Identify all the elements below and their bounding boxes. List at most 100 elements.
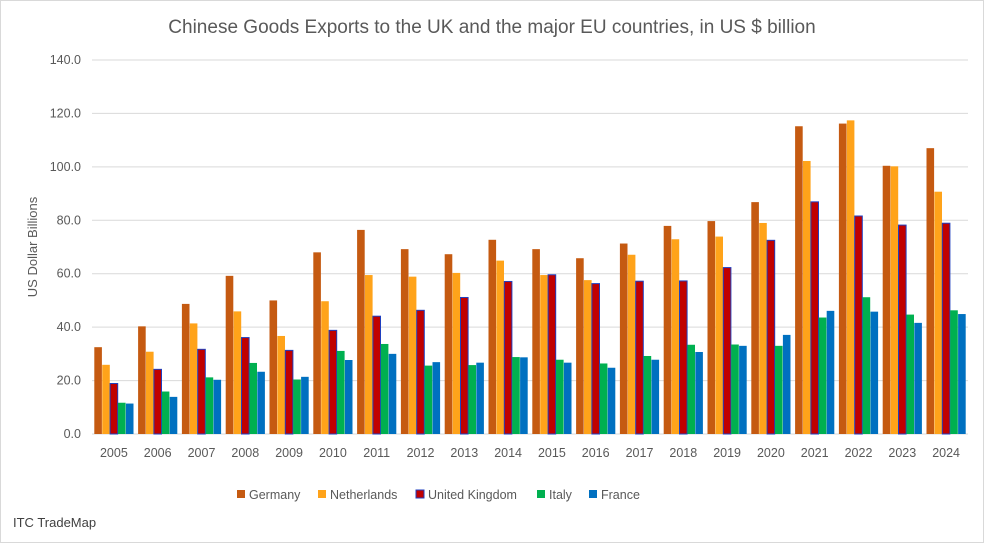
x-tick-label: 2006 [144, 446, 172, 460]
x-tick-label: 2007 [188, 446, 216, 460]
legend-swatch-united-kingdom [415, 489, 425, 499]
bar-italy-2022 [862, 297, 871, 434]
bar-italy-2007 [205, 377, 214, 434]
bar-france-2012 [432, 362, 441, 434]
bar-germany-2020 [751, 202, 759, 434]
bar-france-2013 [476, 362, 484, 434]
bar-italy-2005 [118, 402, 126, 434]
legend-swatch-netherlands [318, 490, 326, 498]
x-tick-label: 2020 [757, 446, 785, 460]
bar-italy-2012 [424, 365, 433, 434]
bar-united-kingdom-2011 [372, 315, 381, 435]
bar-germany-2023 [882, 165, 891, 435]
bar-france-2006 [169, 396, 178, 434]
legend-swatch-france [589, 490, 597, 498]
bar-netherlands-2021 [803, 160, 811, 435]
bar-germany-2016 [576, 258, 584, 434]
bar-united-kingdom-2008 [241, 337, 250, 435]
bar-italy-2009 [293, 379, 301, 434]
bar-france-2019 [739, 345, 747, 434]
bar-united-kingdom-2006 [153, 368, 162, 435]
bar-france-2017 [651, 359, 660, 434]
bar-germany-2012 [400, 249, 409, 434]
x-tick-label: 2022 [845, 446, 873, 460]
bar-united-kingdom-2010 [328, 329, 338, 435]
bar-germany-2013 [444, 254, 453, 434]
bar-germany-2005 [94, 347, 102, 434]
x-tick-label: 2023 [888, 446, 916, 460]
bar-france-2023 [914, 322, 922, 434]
bar-italy-2019 [731, 344, 739, 434]
bar-united-kingdom-2016 [591, 283, 601, 435]
bar-netherlands-2015 [540, 275, 548, 434]
bar-france-2020 [782, 334, 791, 434]
bar-united-kingdom-2018 [679, 280, 688, 435]
y-tick-label: 100.0 [50, 160, 81, 174]
bar-france-2011 [388, 353, 397, 434]
bar-italy-2013 [468, 365, 476, 434]
bar-united-kingdom-2005 [109, 383, 119, 435]
bar-netherlands-2012 [408, 276, 417, 434]
bar-united-kingdom-2024 [941, 222, 951, 435]
y-axis-label: US Dollar Billions [25, 196, 40, 297]
bar-germany-2017 [619, 243, 628, 434]
bar-netherlands-2006 [146, 351, 154, 434]
bar-netherlands-2009 [277, 335, 285, 434]
bar-france-2022 [870, 311, 879, 434]
x-tick-label: 2010 [319, 446, 347, 460]
x-tick-label: 2005 [100, 446, 128, 460]
chart-title: Chinese Goods Exports to the UK and the … [168, 17, 815, 38]
legend-label-france: France [601, 488, 640, 502]
bar-italy-2024 [950, 310, 958, 434]
x-tick-label: 2016 [582, 446, 610, 460]
bar-germany-2024 [926, 148, 935, 434]
bar-netherlands-2020 [759, 222, 767, 434]
bar-germany-2014 [488, 239, 497, 434]
bar-germany-2019 [707, 221, 716, 434]
y-tick-label: 20.0 [57, 374, 81, 388]
x-tick-label: 2009 [275, 446, 303, 460]
bar-netherlands-2022 [846, 120, 855, 435]
bar-netherlands-2016 [584, 280, 592, 434]
bar-netherlands-2007 [189, 323, 198, 434]
bar-italy-2021 [818, 317, 827, 434]
x-tick-label: 2014 [494, 446, 522, 460]
legend-label-united-kingdom: United Kingdom [428, 488, 517, 502]
bar-germany-2006 [138, 326, 146, 434]
legend-label-germany: Germany [249, 488, 301, 502]
bar-italy-2017 [643, 355, 652, 434]
bar-united-kingdom-2020 [766, 239, 776, 435]
bar-netherlands-2017 [627, 254, 636, 434]
bar-united-kingdom-2014 [503, 280, 513, 435]
bar-italy-2008 [249, 362, 257, 434]
bar-italy-2014 [512, 357, 520, 434]
y-tick-label: 0.0 [64, 427, 81, 441]
bar-germany-2022 [838, 123, 847, 434]
bar-italy-2020 [775, 345, 783, 434]
bar-united-kingdom-2007 [197, 348, 206, 435]
y-tick-label: 40.0 [57, 320, 81, 334]
bar-germany-2009 [269, 300, 278, 434]
bar-france-2014 [520, 357, 528, 434]
bar-netherlands-2014 [496, 260, 504, 434]
y-tick-label: 80.0 [57, 213, 81, 227]
bar-united-kingdom-2022 [854, 215, 863, 435]
bar-netherlands-2018 [671, 239, 680, 434]
x-tick-label: 2008 [231, 446, 259, 460]
bar-united-kingdom-2017 [635, 280, 644, 435]
y-tick-label: 140.0 [50, 53, 81, 67]
bar-italy-2018 [687, 344, 695, 434]
bar-germany-2015 [532, 249, 540, 434]
y-tick-label: 60.0 [57, 267, 81, 281]
x-tick-label: 2018 [669, 446, 697, 460]
bar-united-kingdom-2021 [810, 201, 820, 435]
bar-france-2024 [958, 314, 966, 434]
x-tick-label: 2021 [801, 446, 829, 460]
bar-france-2007 [213, 379, 222, 434]
bar-germany-2007 [181, 303, 190, 434]
bar-italy-2006 [161, 391, 170, 434]
bar-united-kingdom-2023 [898, 224, 907, 435]
bar-netherlands-2024 [934, 191, 942, 434]
source-label: ITC TradeMap [13, 515, 97, 530]
bar-united-kingdom-2009 [284, 349, 294, 435]
